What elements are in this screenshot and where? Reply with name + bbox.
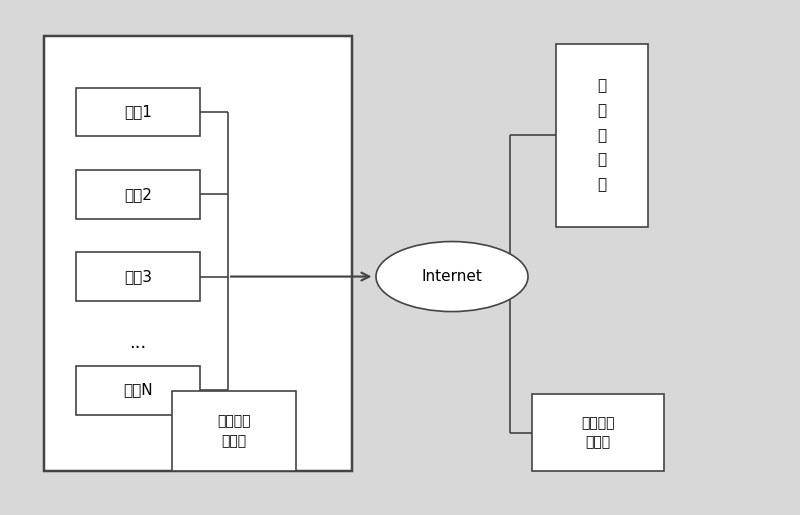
- Text: 电表N: 电表N: [123, 383, 153, 398]
- Bar: [172, 391, 296, 471]
- Text: 户外工作
监测站: 户外工作 监测站: [582, 416, 614, 450]
- Bar: [76, 88, 200, 136]
- Text: 户内工作
监测站: 户内工作 监测站: [218, 415, 250, 448]
- Bar: [532, 394, 664, 471]
- Text: 电袅1: 电袅1: [124, 105, 152, 119]
- Ellipse shape: [376, 242, 528, 312]
- Bar: [556, 44, 648, 227]
- Bar: [76, 366, 200, 415]
- Text: 后
台
处
理
器: 后 台 处 理 器: [598, 78, 606, 192]
- Text: Internet: Internet: [422, 269, 482, 284]
- Bar: [44, 36, 352, 471]
- Text: ···: ···: [129, 339, 146, 356]
- Text: 电袅2: 电袅2: [124, 187, 152, 202]
- Text: 电袅3: 电袅3: [124, 269, 152, 284]
- Bar: [76, 252, 200, 301]
- Bar: [76, 170, 200, 219]
